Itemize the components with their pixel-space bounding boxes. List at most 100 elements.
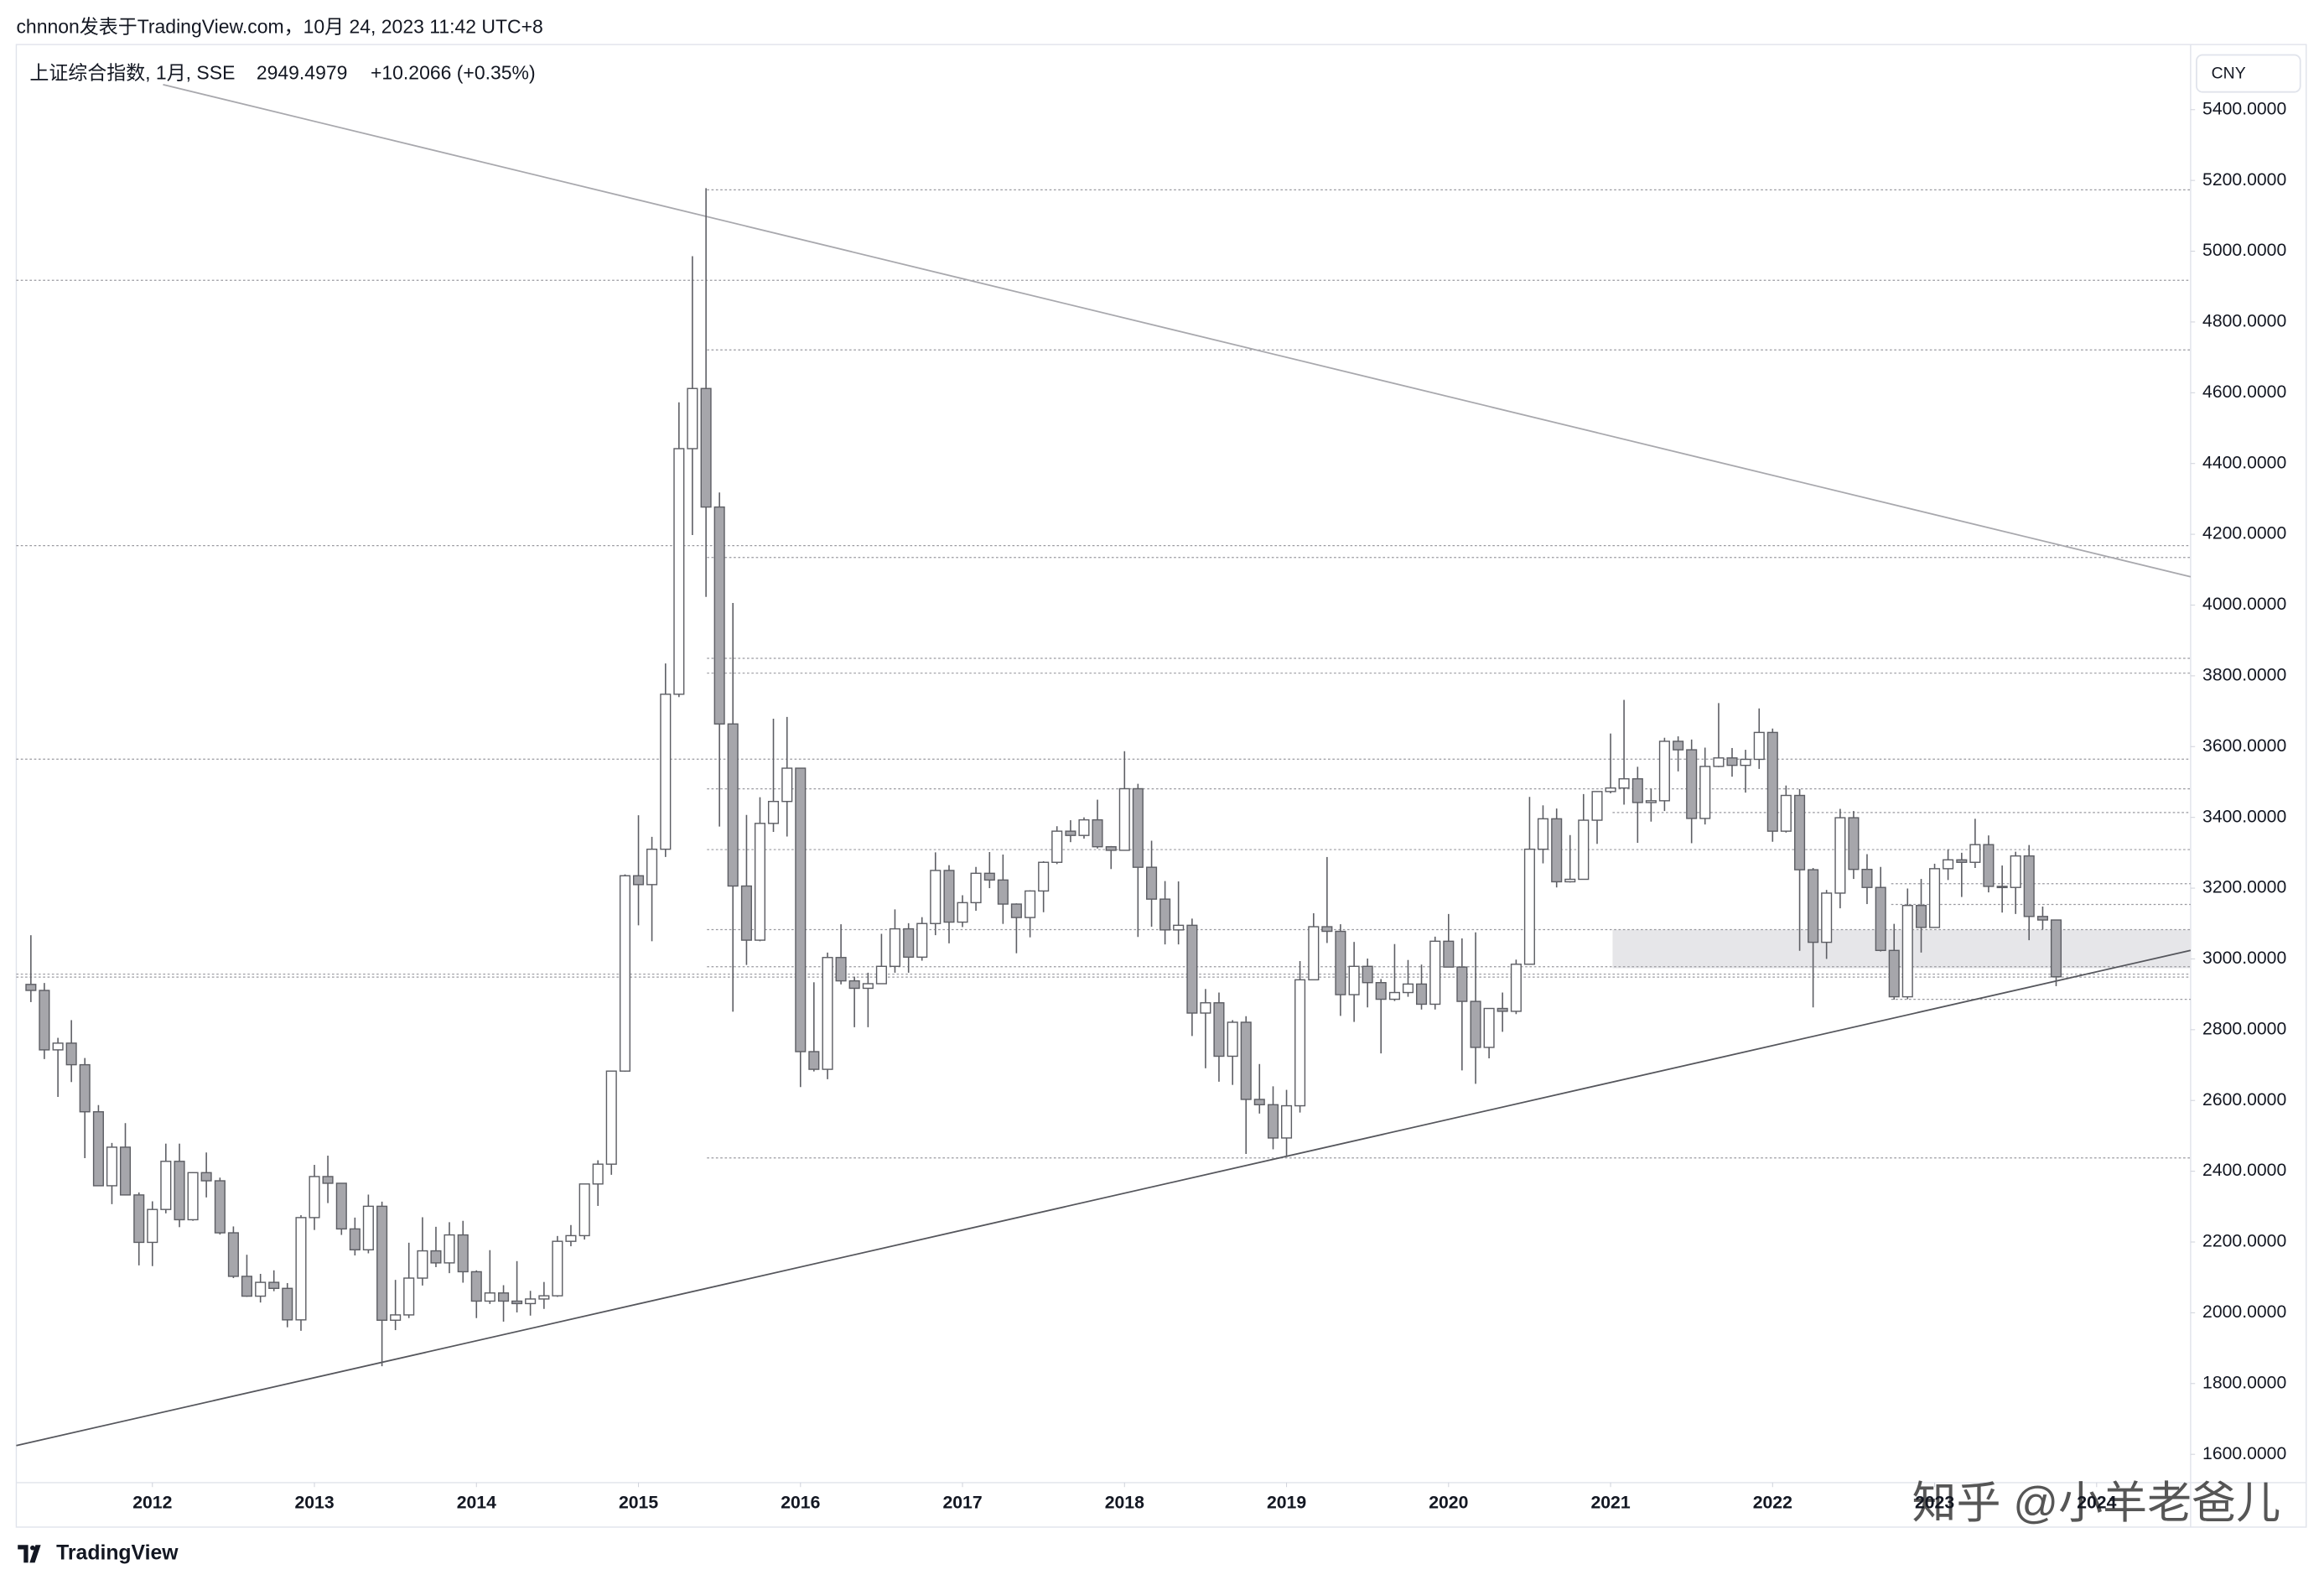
candle-body bbox=[943, 870, 955, 923]
candle-body bbox=[1821, 892, 1833, 943]
candle-body bbox=[1240, 1021, 1252, 1100]
candle-body bbox=[930, 870, 942, 924]
candle-body bbox=[417, 1250, 428, 1279]
candle-body bbox=[835, 957, 847, 982]
candle-body bbox=[565, 1234, 577, 1242]
candle-body bbox=[862, 983, 874, 990]
x-tick-label: 2023 bbox=[1915, 1493, 1954, 1512]
candle-body bbox=[1915, 905, 1927, 928]
candle-body bbox=[106, 1146, 118, 1187]
candle-body bbox=[619, 875, 631, 1072]
candle-body bbox=[713, 506, 725, 725]
candle-body bbox=[1375, 982, 1387, 1000]
candle-body bbox=[538, 1295, 550, 1300]
candle-body bbox=[200, 1172, 212, 1182]
y-tick-label: 3600.0000 bbox=[2202, 736, 2286, 756]
candle-body bbox=[1766, 731, 1778, 832]
x-tick-label: 2022 bbox=[1753, 1493, 1792, 1512]
candles bbox=[25, 188, 2062, 1367]
candle-body bbox=[1010, 903, 1022, 918]
x-tick-label: 2012 bbox=[132, 1493, 172, 1512]
last-price: 2949.4979 bbox=[257, 62, 348, 84]
candle-body bbox=[1308, 926, 1320, 981]
candle-body bbox=[2036, 916, 2048, 921]
candle-body bbox=[1658, 741, 1670, 802]
candle-body bbox=[390, 1314, 402, 1321]
candle-body bbox=[578, 1183, 590, 1237]
candle-body bbox=[1861, 868, 1873, 888]
candle-body bbox=[1402, 983, 1414, 994]
header-caption: chnnon发表于TradingView.com，10月 24, 2023 11… bbox=[16, 16, 542, 38]
candle-body bbox=[2023, 855, 2035, 917]
candle-body bbox=[1348, 965, 1360, 995]
y-tick-label: 5000.0000 bbox=[2202, 241, 2286, 260]
candle-body bbox=[498, 1292, 510, 1302]
currency-button[interactable] bbox=[2196, 54, 2301, 93]
y-tick-label: 1800.0000 bbox=[2202, 1373, 2286, 1392]
candle-body bbox=[241, 1276, 252, 1297]
candle-body bbox=[1631, 777, 1643, 803]
x-tick-label: 2017 bbox=[942, 1493, 982, 1512]
x-tick-label: 2020 bbox=[1429, 1493, 1468, 1512]
upper-trendline bbox=[163, 83, 2192, 578]
candle-body bbox=[1780, 794, 1792, 832]
candle-body bbox=[1470, 1000, 1481, 1048]
candle-body bbox=[403, 1277, 415, 1316]
y-tick-label: 5400.0000 bbox=[2202, 99, 2286, 118]
candle-body bbox=[1645, 800, 1657, 803]
candle-body bbox=[295, 1217, 307, 1321]
y-tick-label: 3400.0000 bbox=[2202, 807, 2286, 826]
x-tick-label: 2021 bbox=[1590, 1493, 1630, 1512]
chart-frame bbox=[15, 44, 2307, 1528]
candle-body bbox=[430, 1250, 442, 1264]
price-change: +10.2066 (+0.35%) bbox=[371, 62, 536, 84]
y-tick-label: 2400.0000 bbox=[2202, 1161, 2286, 1180]
candle-body bbox=[875, 965, 887, 985]
x-tick-label: 2018 bbox=[1105, 1493, 1144, 1512]
candle-body bbox=[1078, 818, 1090, 836]
candle-body bbox=[1537, 818, 1549, 850]
brand: TradingView bbox=[18, 1541, 179, 1564]
candle-body bbox=[1686, 749, 1698, 819]
candle-body bbox=[781, 767, 793, 803]
y-tick-label: 2000.0000 bbox=[2202, 1302, 2286, 1322]
candle-body bbox=[1983, 844, 1995, 887]
candle-body bbox=[1956, 859, 1968, 863]
candle-body bbox=[1429, 940, 1441, 1006]
candle-body bbox=[1456, 966, 1468, 1002]
candle-body bbox=[592, 1163, 604, 1185]
candle-body bbox=[1118, 787, 1130, 851]
y-tick-label: 4200.0000 bbox=[2202, 524, 2286, 543]
candle-body bbox=[65, 1042, 77, 1066]
candle-body bbox=[511, 1300, 523, 1305]
y-tick-label: 4600.0000 bbox=[2202, 382, 2286, 402]
candle-body bbox=[822, 957, 833, 1070]
candle-body bbox=[1443, 940, 1455, 968]
candle-body bbox=[1362, 965, 1373, 984]
candle-body bbox=[700, 387, 712, 508]
candle-body bbox=[322, 1176, 334, 1184]
candle-body bbox=[1794, 794, 1806, 870]
candle-body bbox=[119, 1146, 132, 1196]
candle-body bbox=[1186, 924, 1198, 1014]
candle-body bbox=[2010, 855, 2021, 888]
candle-body bbox=[767, 800, 780, 824]
y-tick-label: 5200.0000 bbox=[2202, 170, 2286, 190]
x-tick-label: 2014 bbox=[457, 1493, 496, 1512]
candle-body bbox=[1294, 979, 1306, 1107]
candle-body bbox=[1943, 859, 1954, 870]
candle-body bbox=[1753, 731, 1765, 761]
candle-body bbox=[1591, 791, 1603, 821]
candle-body bbox=[1740, 758, 1751, 767]
lower-trendline bbox=[16, 949, 2192, 1447]
symbol-title: 上证综合指数, 1月, SSE bbox=[29, 62, 235, 84]
candle-body bbox=[255, 1281, 267, 1297]
candle-body bbox=[1335, 930, 1346, 995]
x-tick-label: 2016 bbox=[781, 1493, 820, 1512]
candle-body bbox=[1605, 787, 1616, 792]
candle-body bbox=[1281, 1104, 1293, 1139]
y-tick-label: 3800.0000 bbox=[2202, 665, 2286, 684]
candle-body bbox=[1523, 848, 1535, 965]
candle-body bbox=[214, 1180, 226, 1234]
